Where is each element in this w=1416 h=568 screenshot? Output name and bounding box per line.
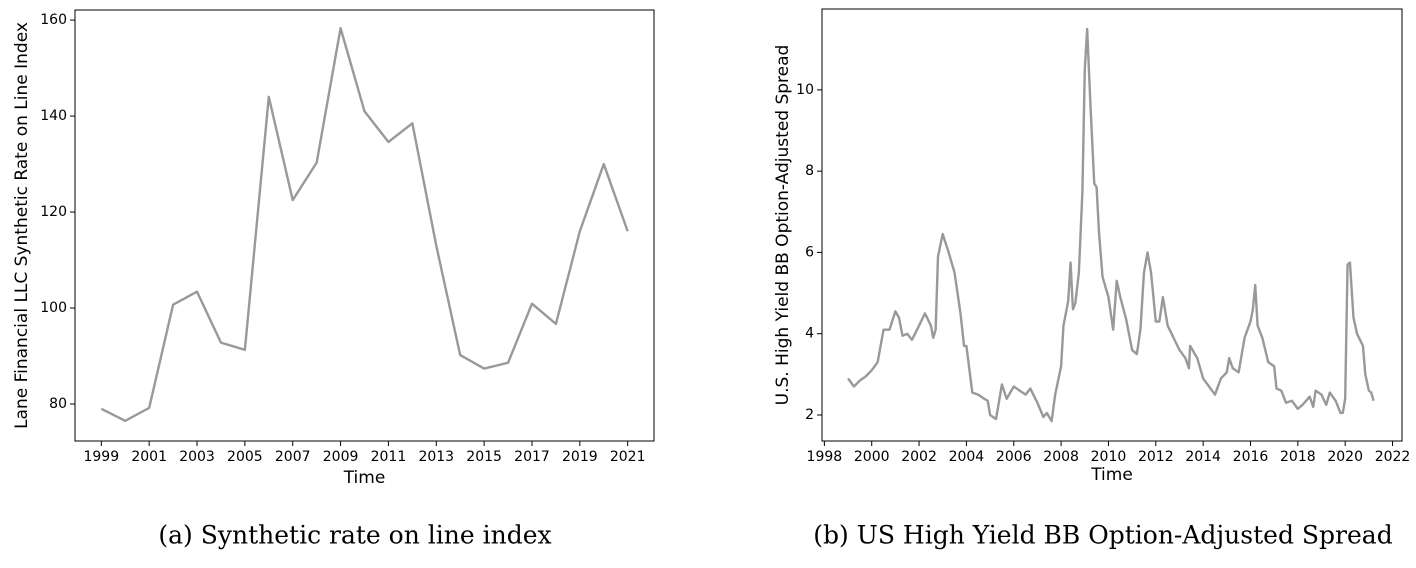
x-tick-label: 2000 [854,449,890,465]
x-tick-label: 2005 [227,449,263,465]
x-tick-label: 2016 [1233,449,1269,465]
x-tick-label: 2014 [1185,449,1221,465]
x-tick-label: 2021 [610,449,646,465]
x-tick-label: 2017 [514,449,550,465]
x-tick-label: 2002 [901,449,937,465]
x-tick-label: 2006 [996,449,1032,465]
x-tick-label: 2001 [131,449,167,465]
x-tick-label: 2018 [1280,449,1316,465]
y-tick-label: 160 [40,12,67,28]
y-tick-label: 120 [40,204,67,220]
x-tick-label: 2020 [1327,449,1363,465]
y-tick-label: 2 [805,407,814,423]
y-tick-label: 8 [805,163,814,179]
data-line [100,27,629,423]
x-tick-label: 2003 [179,449,215,465]
plot-frame [74,9,655,442]
x-axis-label: Time [1090,465,1133,485]
x-tick-label: 2012 [1138,449,1174,465]
x-tick-label: 1998 [807,449,843,465]
y-tick-label: 10 [796,82,814,98]
y-axis-label: Lane Financial LLC Synthetic Rate on Lin… [12,22,32,429]
x-tick-label: 2022 [1375,449,1411,465]
x-tick-label: 2015 [466,449,502,465]
x-tick-label: 2011 [371,449,407,465]
x-tick-label: 2010 [1091,449,1127,465]
y-tick-label: 6 [805,244,814,260]
plot-frame [821,8,1403,442]
x-tick-label: 2008 [1043,449,1079,465]
y-axis-label: U.S. High Yield BB Option-Adjusted Sprea… [773,45,793,406]
x-axis-label: Time [343,468,386,488]
y-tick-label: 4 [805,326,814,342]
y-tick-label: 140 [40,108,67,124]
data-line [847,27,1375,423]
caption: (b) US High Yield BB Option-Adjusted Spr… [813,521,1392,550]
x-tick-label: 2013 [418,449,454,465]
x-tick-label: 2007 [275,449,311,465]
y-tick-label: 100 [40,300,67,316]
x-tick-label: 2009 [323,449,359,465]
y-tick-label: 80 [49,396,67,412]
caption: (a) Synthetic rate on line index [158,521,551,550]
x-tick-label: 2019 [562,449,598,465]
x-tick-label: 2004 [949,449,985,465]
x-tick-label: 1999 [83,449,119,465]
